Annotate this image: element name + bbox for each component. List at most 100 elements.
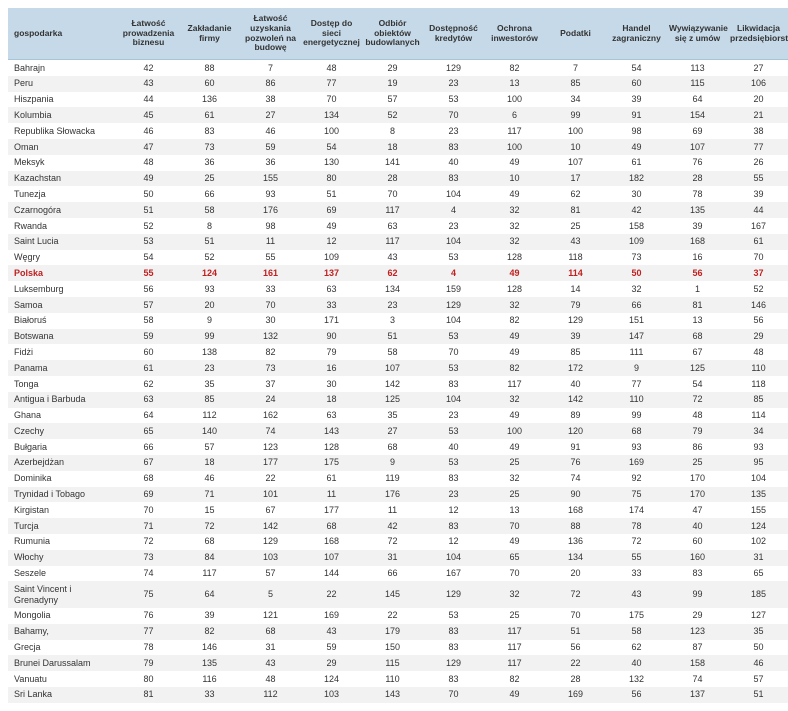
- cell-value: 83: [423, 671, 484, 687]
- cell-value: 145: [362, 581, 423, 608]
- cell-value: 109: [606, 234, 667, 250]
- cell-value: 68: [301, 518, 362, 534]
- cell-value: 48: [240, 671, 301, 687]
- cell-value: 11: [301, 487, 362, 503]
- cell-value: 100: [484, 92, 545, 108]
- cell-value: 79: [545, 297, 606, 313]
- cell-value: 14: [545, 281, 606, 297]
- cell-value: 99: [606, 408, 667, 424]
- cell-value: 34: [545, 92, 606, 108]
- cell-value: 32: [484, 234, 545, 250]
- cell-value: 132: [606, 671, 667, 687]
- cell-value: 13: [667, 313, 728, 329]
- cell-value: 129: [423, 581, 484, 608]
- cell-value: 66: [118, 439, 179, 455]
- cell-value: 82: [179, 624, 240, 640]
- cell-value: 167: [423, 566, 484, 582]
- table-row: Hiszpania441363870575310034396420: [8, 92, 788, 108]
- cell-value: 84: [179, 550, 240, 566]
- cell-value: 136: [545, 534, 606, 550]
- cell-value: 35: [362, 408, 423, 424]
- cell-value: 47: [667, 502, 728, 518]
- cell-value: 169: [545, 687, 606, 703]
- cell-value: 40: [423, 439, 484, 455]
- cell-value: 93: [728, 439, 788, 455]
- cell-value: 59: [301, 640, 362, 656]
- table-row: Czechy65140741432753100120687934: [8, 423, 788, 439]
- cell-value: 123: [240, 439, 301, 455]
- cell-value: 51: [179, 234, 240, 250]
- cell-value: 36: [240, 155, 301, 171]
- cell-value: 4: [423, 265, 484, 281]
- cell-value: 143: [362, 687, 423, 703]
- cell-value: 23: [423, 218, 484, 234]
- cell-name: Vanuatu: [8, 671, 118, 687]
- cell-value: 72: [667, 392, 728, 408]
- cell-value: 53: [423, 360, 484, 376]
- cell-value: 22: [301, 581, 362, 608]
- cell-value: 75: [118, 581, 179, 608]
- cell-value: 107: [667, 139, 728, 155]
- cell-value: 43: [118, 76, 179, 92]
- cell-value: 124: [728, 518, 788, 534]
- cell-value: 99: [667, 581, 728, 608]
- cell-value: 71: [118, 518, 179, 534]
- cell-name: Tunezja: [8, 186, 118, 202]
- cell-value: 65: [118, 423, 179, 439]
- cell-value: 33: [179, 687, 240, 703]
- cell-value: 49: [484, 265, 545, 281]
- cell-name: Polska: [8, 265, 118, 281]
- cell-value: 125: [362, 392, 423, 408]
- cell-value: 62: [362, 265, 423, 281]
- cell-name: Węgry: [8, 250, 118, 266]
- cell-value: 125: [667, 360, 728, 376]
- cell-value: 18: [362, 139, 423, 155]
- table-row: Tonga6235373014283117407754118: [8, 376, 788, 392]
- cell-value: 32: [484, 392, 545, 408]
- cell-value: 50: [118, 186, 179, 202]
- cell-value: 16: [667, 250, 728, 266]
- cell-value: 83: [179, 123, 240, 139]
- cell-value: 32: [484, 471, 545, 487]
- cell-value: 6: [484, 107, 545, 123]
- cell-value: 104: [423, 234, 484, 250]
- cell-value: 55: [606, 550, 667, 566]
- cell-value: 32: [484, 581, 545, 608]
- cell-value: 70: [240, 297, 301, 313]
- cell-value: 123: [667, 624, 728, 640]
- cell-value: 29: [362, 60, 423, 76]
- cell-value: 106: [728, 76, 788, 92]
- table-row: Seszele7411757144661677020338365: [8, 566, 788, 582]
- cell-value: 62: [118, 376, 179, 392]
- cell-value: 138: [179, 344, 240, 360]
- cell-value: 7: [545, 60, 606, 76]
- table-row: Węgry5452551094353128118731670: [8, 250, 788, 266]
- cell-value: 110: [728, 360, 788, 376]
- cell-value: 55: [240, 250, 301, 266]
- table-row: Włochy738410310731104651345516031: [8, 550, 788, 566]
- cell-name: Dominika: [8, 471, 118, 487]
- cell-name: Rwanda: [8, 218, 118, 234]
- cell-value: 38: [728, 123, 788, 139]
- cell-value: 129: [545, 313, 606, 329]
- cell-value: 129: [240, 534, 301, 550]
- table-row: Saint Lucia53511112117104324310916861: [8, 234, 788, 250]
- cell-value: 7: [240, 60, 301, 76]
- cell-value: 48: [118, 155, 179, 171]
- cell-value: 48: [667, 408, 728, 424]
- cell-value: 9: [606, 360, 667, 376]
- table-row: Kirgistan70156717711121316817447155: [8, 502, 788, 518]
- cell-value: 25: [545, 218, 606, 234]
- cell-value: 158: [667, 655, 728, 671]
- cell-value: 79: [118, 655, 179, 671]
- cell-value: 83: [423, 471, 484, 487]
- cell-value: 27: [240, 107, 301, 123]
- cell-value: 136: [179, 92, 240, 108]
- cell-name: Kolumbia: [8, 107, 118, 123]
- cell-value: 74: [118, 566, 179, 582]
- cell-value: 132: [240, 329, 301, 345]
- cell-value: 103: [301, 687, 362, 703]
- cell-value: 22: [240, 471, 301, 487]
- cell-value: 82: [240, 344, 301, 360]
- cell-value: 46: [240, 123, 301, 139]
